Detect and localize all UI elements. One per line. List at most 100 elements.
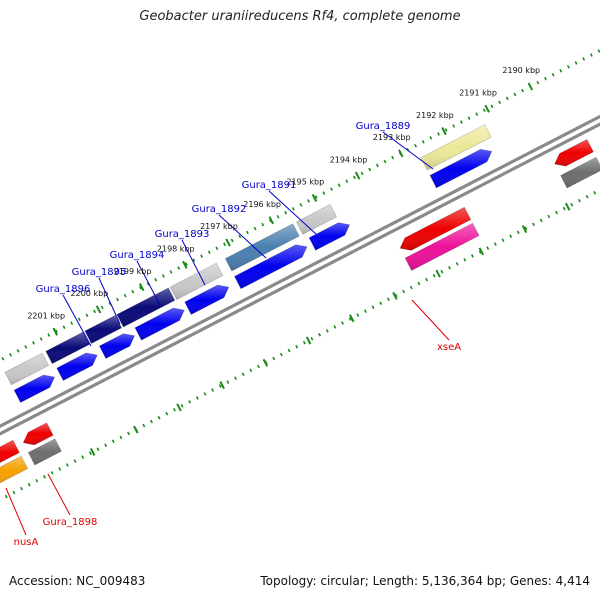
- scale-dot: [161, 274, 165, 278]
- scale-dot: [245, 230, 249, 235]
- backbone-upper-line: [0, 114, 600, 428]
- kbp-tick-label: 2190 kbp: [502, 66, 540, 75]
- major-tick: [441, 127, 447, 136]
- scale-dot: [96, 447, 100, 451]
- scale-dot: [383, 159, 387, 164]
- scale-dot: [157, 415, 161, 420]
- gene-box-nusa-shade: [0, 456, 28, 483]
- scale-dot: [501, 238, 505, 242]
- gene-box-gura-1898: [27, 438, 62, 466]
- scale-dot: [119, 435, 123, 440]
- gene-box-xsea: [404, 222, 480, 271]
- labels: 2190 kbp 2191 kbp 2192 kbp 2193 kbp 2194 kbp…: [14, 66, 540, 548]
- scale-dot: [108, 301, 112, 306]
- accession-text: Accession: NC_009483: [9, 574, 146, 588]
- scale-dot: [1, 356, 5, 361]
- gene-feature-shade: [184, 285, 229, 315]
- scale-dot: [226, 380, 230, 384]
- scale-dot: [295, 344, 299, 349]
- gene-label-gura-1889: Gura_1889: [356, 121, 411, 132]
- scale-dot: [459, 120, 463, 124]
- scale-dot: [24, 345, 28, 349]
- scale-dot: [215, 246, 219, 251]
- kbp-tick-label: 2196 kbp: [243, 200, 281, 209]
- scale-dot: [43, 475, 46, 479]
- leader-gura-1894: [136, 260, 161, 306]
- scale-dot: [539, 218, 543, 223]
- scale-dot: [54, 329, 58, 333]
- scale-dot: [104, 443, 108, 448]
- scale-dot: [386, 297, 390, 302]
- gene-feature: [13, 374, 56, 403]
- scale-dot: [4, 494, 8, 499]
- gene-feature: [56, 352, 98, 381]
- backbone-lower-line: [0, 122, 600, 436]
- scale-dot: [322, 191, 326, 195]
- scale-dot: [123, 293, 127, 298]
- leader-gura-1896: [62, 294, 92, 347]
- scale-dot: [9, 353, 12, 357]
- major-tick: [176, 403, 182, 412]
- scale-dot: [521, 88, 525, 93]
- scale-dot: [516, 230, 520, 235]
- scale-dot: [253, 226, 257, 231]
- scale-dot: [302, 340, 306, 345]
- leader-xsea: [411, 299, 450, 341]
- scale-ticks: [0, 49, 600, 502]
- scale-dot: [88, 451, 92, 455]
- gene-box-gura-1895-shade: [45, 331, 90, 364]
- gene-box-gura-1889: [420, 124, 492, 171]
- scale-dot: [448, 265, 451, 270]
- leader-nusa: [5, 487, 27, 536]
- scale-dot: [559, 69, 563, 73]
- scale-dot: [47, 333, 51, 337]
- scale-dot: [467, 116, 471, 120]
- scale-dot: [440, 269, 444, 274]
- scale-dot: [192, 258, 196, 262]
- scale-dot: [425, 277, 429, 282]
- scale-dot: [589, 53, 593, 57]
- leader-gura-1889: [382, 131, 434, 170]
- scale-dot: [337, 183, 341, 187]
- gene-feature-shade: [0, 440, 20, 463]
- major-tick: [478, 247, 485, 256]
- leader-gura-1891: [268, 190, 317, 235]
- major-tick: [182, 260, 188, 269]
- kbp-tick-label: 2197 kbp: [200, 222, 238, 231]
- gene-feature-shade: [429, 149, 492, 188]
- kbp-tick-label: 2193 kbp: [373, 133, 411, 142]
- gene-box-gura-1892: [169, 262, 224, 300]
- scale-dot: [12, 490, 16, 495]
- scale-dot: [257, 364, 260, 369]
- scale-dot: [50, 471, 54, 475]
- scale-dot: [218, 384, 222, 388]
- genome-summary-text: Topology: circular; Length: 5,136,364 bp…: [260, 574, 590, 588]
- scale-dot: [402, 289, 406, 294]
- scale-dot: [241, 372, 245, 377]
- scale-dot: [65, 463, 69, 467]
- scale-dot: [345, 179, 349, 184]
- scale-dot: [341, 321, 344, 325]
- gene-box-gura-1898-shade: [28, 438, 62, 465]
- gene-box-gura-1893: [116, 287, 176, 328]
- scale-dot: [150, 419, 153, 424]
- scale-dot: [325, 329, 329, 333]
- scale-dot: [452, 124, 456, 128]
- scale-dot: [16, 349, 20, 353]
- gene-box-gura-1896: [4, 352, 50, 386]
- scale-dot: [111, 439, 115, 444]
- scale-dot: [207, 250, 211, 255]
- scale-dot: [200, 254, 204, 258]
- genome-backbone: [0, 114, 600, 436]
- scale-dot: [532, 222, 536, 227]
- leader-gura-1898: [47, 473, 71, 516]
- gene-label-gura-1892: Gura_1892: [192, 204, 247, 215]
- scale-dot: [498, 100, 502, 105]
- major-tick: [219, 381, 225, 390]
- scale-dot: [562, 206, 566, 211]
- scale-dot: [20, 486, 24, 491]
- gene-feature-shade: [99, 333, 135, 359]
- scale-dot: [585, 194, 589, 199]
- scale-dot: [32, 341, 35, 345]
- major-tick: [133, 425, 139, 434]
